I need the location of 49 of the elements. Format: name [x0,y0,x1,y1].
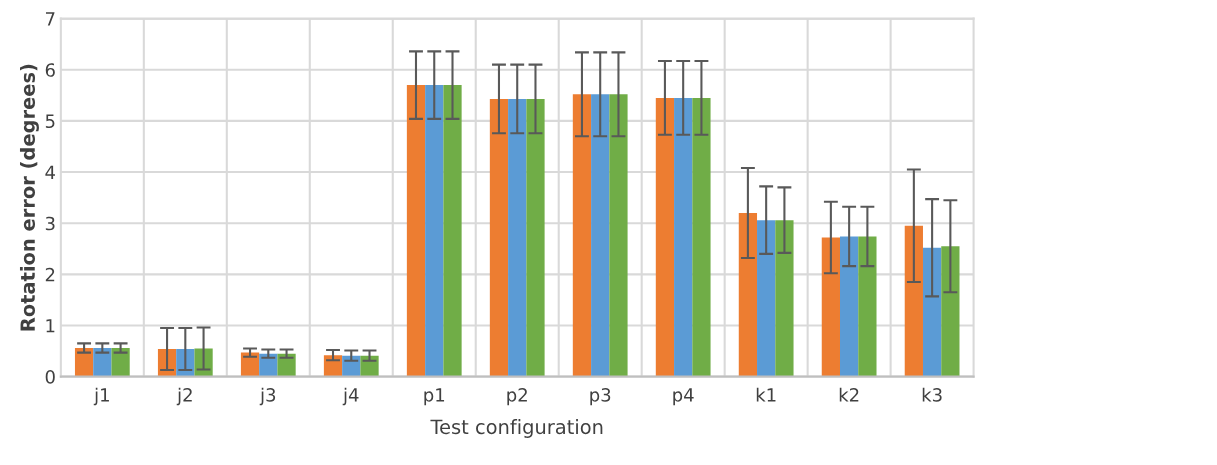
y-tick-label: 3 [45,216,55,231]
y-tick-label: 1 [46,319,55,333]
bar [572,94,592,377]
y-tick-label: 7 [45,12,55,26]
x-tick-label: k2 [839,387,859,402]
bar [591,94,610,377]
y-tick-label: 0 [45,370,55,384]
x-tick-label: p3 [590,388,611,406]
bar [738,212,758,377]
y-tick-label: 4 [45,165,55,179]
bar [425,85,444,377]
x-tick-label: j1 [93,387,109,406]
x-tick-label: p4 [673,388,694,406]
x-tick-label: p1 [424,388,445,406]
y-tick-label: 5 [45,114,55,129]
x-tick-label: j3 [259,387,276,406]
y-tick-label: 6 [45,63,55,77]
bar [526,98,545,377]
bar [93,348,112,377]
bar [259,353,278,377]
bar [443,85,462,377]
x-tick-label: k3 [922,387,942,402]
bar [941,246,960,377]
x-tick-label: p2 [507,388,527,406]
bar [489,98,509,377]
bar [240,352,260,377]
bar [858,236,877,377]
bar [508,98,527,377]
bar [840,236,859,377]
bar [406,85,426,377]
bar [775,220,794,377]
x-tick-label: j4 [342,387,359,406]
bar [74,348,94,377]
bar [360,355,379,377]
bar [277,353,296,377]
y-axis-title: Rotation error (degrees) [19,64,39,331]
bar [904,225,923,377]
x-axis-title: Test configuration [430,419,603,438]
x-tick-label: j2 [176,387,192,406]
x-tick-label: k1 [756,387,776,402]
bar [111,348,130,377]
bar [692,97,711,377]
bar [922,247,942,377]
bar [757,220,776,377]
bar [609,94,628,377]
bar [655,97,675,377]
bar [674,97,693,377]
bar [821,237,841,377]
y-tick-label: 2 [45,267,55,282]
